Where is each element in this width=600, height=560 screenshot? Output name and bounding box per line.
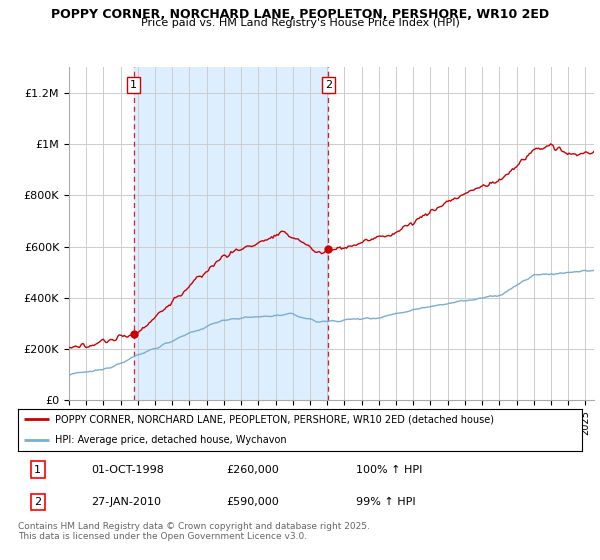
Text: £590,000: £590,000 — [227, 497, 280, 507]
Text: 27-JAN-2010: 27-JAN-2010 — [91, 497, 161, 507]
Text: POPPY CORNER, NORCHARD LANE, PEOPLETON, PERSHORE, WR10 2ED: POPPY CORNER, NORCHARD LANE, PEOPLETON, … — [51, 8, 549, 21]
Text: 2: 2 — [34, 497, 41, 507]
Text: 1: 1 — [130, 80, 137, 90]
Text: 01-OCT-1998: 01-OCT-1998 — [91, 465, 164, 475]
Text: Contains HM Land Registry data © Crown copyright and database right 2025.
This d: Contains HM Land Registry data © Crown c… — [18, 522, 370, 542]
Text: HPI: Average price, detached house, Wychavon: HPI: Average price, detached house, Wych… — [55, 435, 286, 445]
Text: POPPY CORNER, NORCHARD LANE, PEOPLETON, PERSHORE, WR10 2ED (detached house): POPPY CORNER, NORCHARD LANE, PEOPLETON, … — [55, 414, 494, 424]
Text: 2: 2 — [325, 80, 332, 90]
Text: 1: 1 — [34, 465, 41, 475]
Text: 100% ↑ HPI: 100% ↑ HPI — [356, 465, 423, 475]
Text: £260,000: £260,000 — [227, 465, 280, 475]
Text: 99% ↑ HPI: 99% ↑ HPI — [356, 497, 416, 507]
Bar — [134, 67, 328, 400]
Text: Price paid vs. HM Land Registry's House Price Index (HPI): Price paid vs. HM Land Registry's House … — [140, 18, 460, 28]
